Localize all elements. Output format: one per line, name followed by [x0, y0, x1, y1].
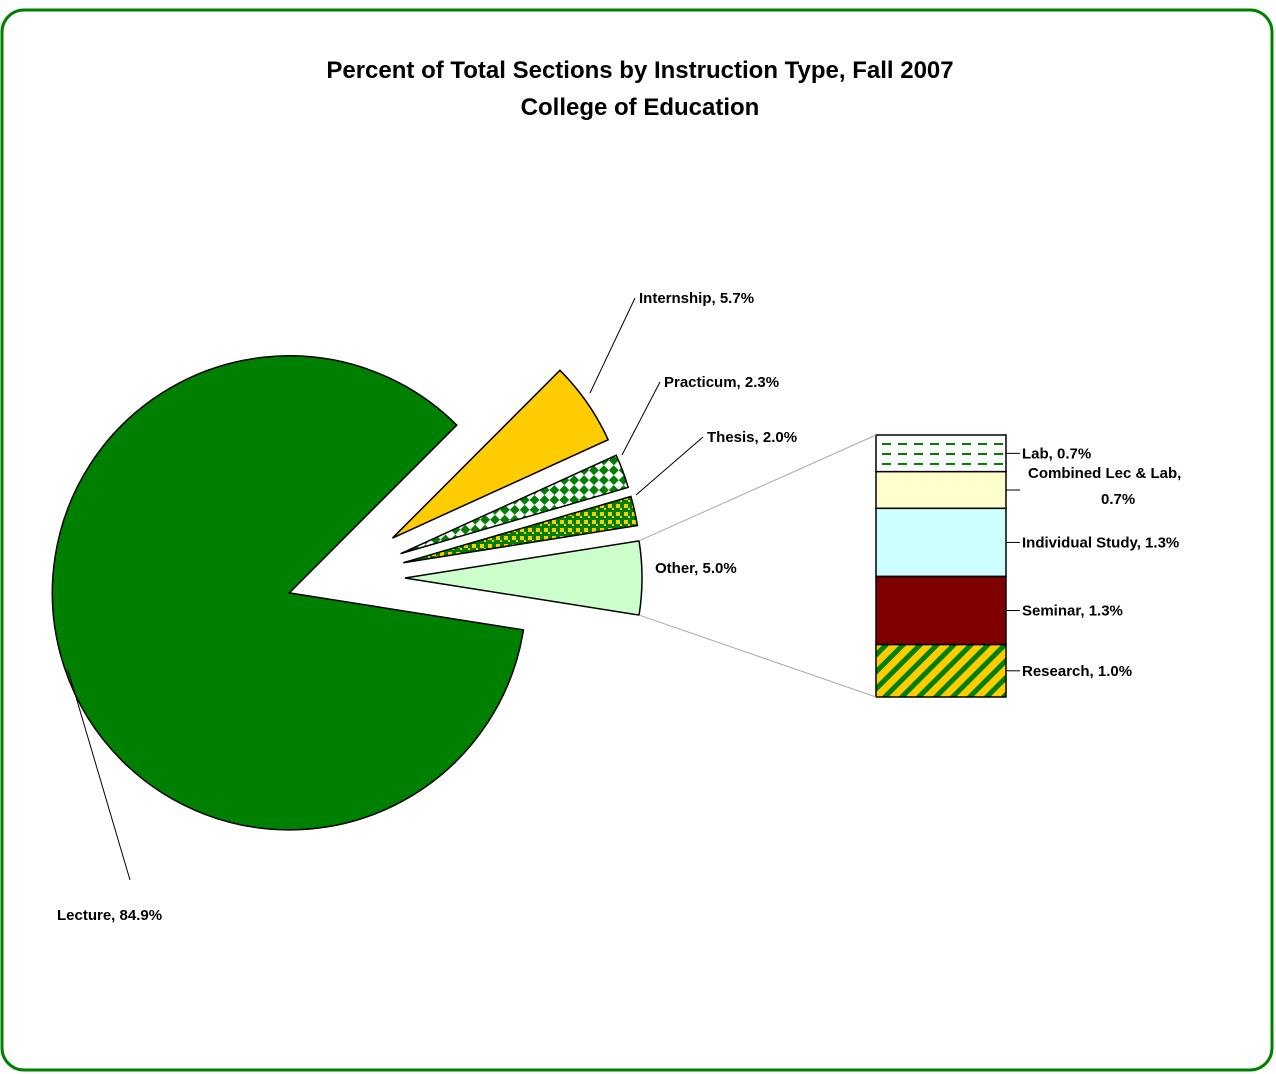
data-label: Other, 5.0% — [655, 560, 737, 577]
data-label: Internship, 5.7% — [639, 290, 754, 307]
connector-line — [638, 614, 877, 698]
leader-line — [635, 436, 704, 496]
bar-segment — [875, 434, 1007, 473]
data-label: Research, 1.0% — [1022, 663, 1132, 680]
bar-segment — [875, 643, 1007, 698]
data-label: Combined Lec & Lab, 0.7% — [1028, 465, 1186, 508]
leader-line — [67, 669, 131, 881]
pie-slice — [400, 454, 630, 555]
pie-slice — [404, 539, 643, 616]
data-label: Practicum, 2.3% — [664, 374, 779, 391]
leader-line — [589, 297, 636, 394]
pie-slice — [51, 355, 525, 831]
data-label: Lab, 0.7% — [1022, 445, 1091, 462]
chart-subtitle: College of Education — [521, 94, 760, 121]
data-label: Thesis, 2.0% — [707, 429, 797, 446]
data-label: Lecture, 84.9% — [57, 907, 162, 924]
pie-slice — [391, 369, 610, 539]
connector-line — [638, 434, 877, 542]
data-label: Seminar, 1.3% — [1022, 603, 1123, 620]
data-label: Individual Study, 1.3% — [1022, 534, 1179, 551]
bar-segment — [875, 470, 1007, 510]
pie-slice — [403, 495, 639, 564]
bar-segment — [875, 507, 1007, 578]
chart-title: Percent of Total Sections by Instruction… — [326, 57, 953, 84]
leader-line — [621, 381, 661, 456]
bar-segment — [875, 575, 1007, 646]
